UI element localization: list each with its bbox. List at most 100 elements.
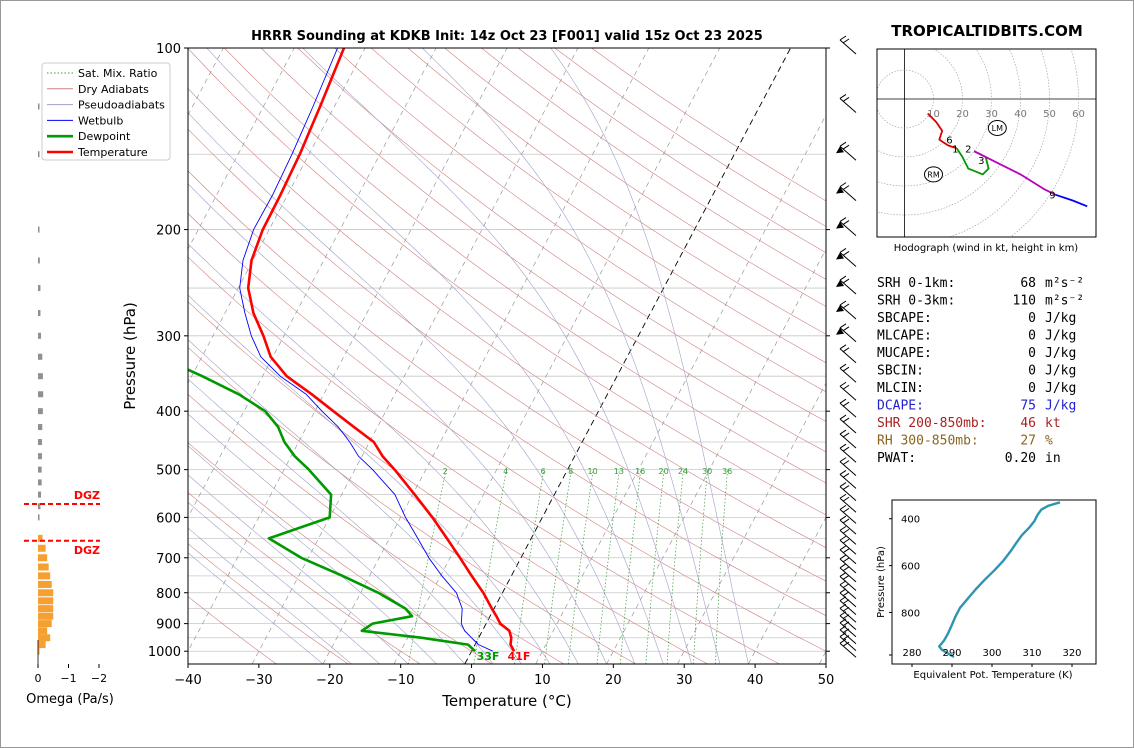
y-axis-label: Pressure (hPa) xyxy=(121,302,139,410)
wind-barb-feather xyxy=(842,591,850,597)
hodograph-trace xyxy=(927,112,957,150)
indices-table: SRH 0-1km: 68 m²s⁻² SRH 0-3km: 110 m²s⁻² SBCAP… xyxy=(877,276,1084,466)
wind-barb-feather xyxy=(839,493,847,499)
hodograph-ring xyxy=(877,49,992,187)
omega-bar xyxy=(38,605,54,613)
dgz-label: DGZ xyxy=(74,544,100,557)
mixing-ratio-label: 4 xyxy=(503,467,508,476)
wind-barb-feather xyxy=(842,326,850,332)
wind-barb xyxy=(839,584,857,600)
theta-e-x-tick-label: 280 xyxy=(902,648,921,659)
dry-adiabat xyxy=(297,48,826,422)
wind-barb-flag xyxy=(836,305,844,313)
theta-e-x-tick-label: 320 xyxy=(1062,648,1081,659)
wind-barb xyxy=(839,348,857,364)
isotherm xyxy=(748,516,826,664)
pseudoadiabat xyxy=(188,243,579,664)
dry-adiabat xyxy=(188,301,708,664)
pseudoadiabat xyxy=(302,48,692,664)
temperature-profile xyxy=(246,48,516,652)
mixing-ratio-line xyxy=(596,469,620,664)
hodograph-ring-label: 20 xyxy=(956,109,969,120)
index-unit: in xyxy=(1045,451,1061,466)
hodograph-ring xyxy=(1009,49,1079,237)
mixing-ratio-label: 24 xyxy=(678,467,688,476)
index-value: 27 xyxy=(1020,434,1036,449)
wind-barb xyxy=(839,497,857,513)
index-label: MLCIN: xyxy=(877,381,924,396)
wind-barb-feather xyxy=(842,599,850,605)
index-label: DCAPE: xyxy=(877,399,924,414)
wind-barb-feather xyxy=(839,596,847,602)
wind-barb-feather xyxy=(842,528,850,534)
surface-temperature-label: 41F xyxy=(508,650,531,663)
x-tick-label: −20 xyxy=(316,673,343,688)
wind-barb-feather xyxy=(842,575,850,580)
wind-barb-feather xyxy=(839,363,847,369)
index-unit: J/kg xyxy=(1045,399,1076,414)
legend-entry: Pseudoadiabats xyxy=(78,99,165,112)
wind-barb xyxy=(839,279,857,295)
omega-bar xyxy=(38,466,42,473)
wind-barb-feather xyxy=(842,538,850,544)
mixing-ratio-label: 6 xyxy=(541,467,546,476)
omega-bar xyxy=(38,503,41,510)
mixing-ratio-line xyxy=(408,469,447,664)
index-label: SBCAPE: xyxy=(877,311,932,326)
y-tick-label: 600 xyxy=(156,511,181,526)
pseudoadiabat xyxy=(188,552,324,664)
hodograph-ring-label: 50 xyxy=(1043,109,1056,120)
index-value: 0 xyxy=(1028,364,1036,379)
y-tick-label: 700 xyxy=(156,552,181,567)
wind-barb-feather xyxy=(842,251,850,256)
wind-barb xyxy=(839,576,857,591)
wind-barb-feather xyxy=(842,432,850,438)
index-label: SRH 0-3km: xyxy=(877,294,955,309)
y-tick-label: 800 xyxy=(156,587,181,602)
dry-adiabat xyxy=(188,87,826,548)
dry-adiabat xyxy=(188,596,277,664)
wind-barb-feather xyxy=(839,182,847,188)
mixing-ratio-label: 13 xyxy=(614,467,624,476)
storm-motion-marker xyxy=(987,120,1007,136)
wind-barb-flag xyxy=(836,327,844,335)
x-tick-label: −30 xyxy=(245,673,272,688)
wind-barb-feather xyxy=(842,472,850,478)
skew-t-frame xyxy=(187,47,827,665)
theta-e-x-tick-label: 290 xyxy=(942,648,961,659)
legend-entry: Temperature xyxy=(77,146,148,159)
wind-barb-feather xyxy=(842,97,850,102)
omega-bar xyxy=(38,103,40,110)
dry-adiabat xyxy=(188,442,493,664)
dry-adiabat xyxy=(334,48,826,393)
mixing-ratio-line xyxy=(619,469,642,664)
theta-e-y-label: Pressure (hPa) xyxy=(876,546,887,618)
wind-barb-feather xyxy=(839,248,847,253)
y-tick-label: 400 xyxy=(156,405,181,420)
wind-barb-feather xyxy=(842,628,850,634)
wind-barb-feather xyxy=(839,443,847,449)
wind-barb xyxy=(839,402,857,418)
surface-dewpoint-label: 33F xyxy=(477,650,500,663)
wind-barbs xyxy=(836,35,857,658)
hodograph-trace xyxy=(1055,193,1088,208)
wind-barb xyxy=(839,145,857,161)
wind-barb xyxy=(839,461,857,477)
wind-barb-feather xyxy=(839,563,847,569)
y-tick-label: 300 xyxy=(156,330,181,345)
pseudoadiabat xyxy=(188,474,409,664)
index-label: PWAT: xyxy=(877,451,916,466)
dry-adiabat xyxy=(188,394,565,664)
wind-barb-feather xyxy=(842,144,850,150)
wind-barb-feather xyxy=(839,504,847,510)
wind-barb-feather xyxy=(839,217,847,223)
wind-barb-feather xyxy=(842,518,850,524)
index-label: SHR 200-850mb: xyxy=(877,416,987,431)
wind-barb-feather xyxy=(842,366,850,372)
wind-barb-feather xyxy=(839,618,847,624)
omega-axis-label: Omega (Pa/s) xyxy=(26,692,114,707)
pseudoadiabat xyxy=(188,527,352,664)
legend: Sat. Mix. Ratio Dry Adiabats Pseudoadiabat… xyxy=(41,62,171,161)
x-tick-label: −40 xyxy=(174,673,201,688)
